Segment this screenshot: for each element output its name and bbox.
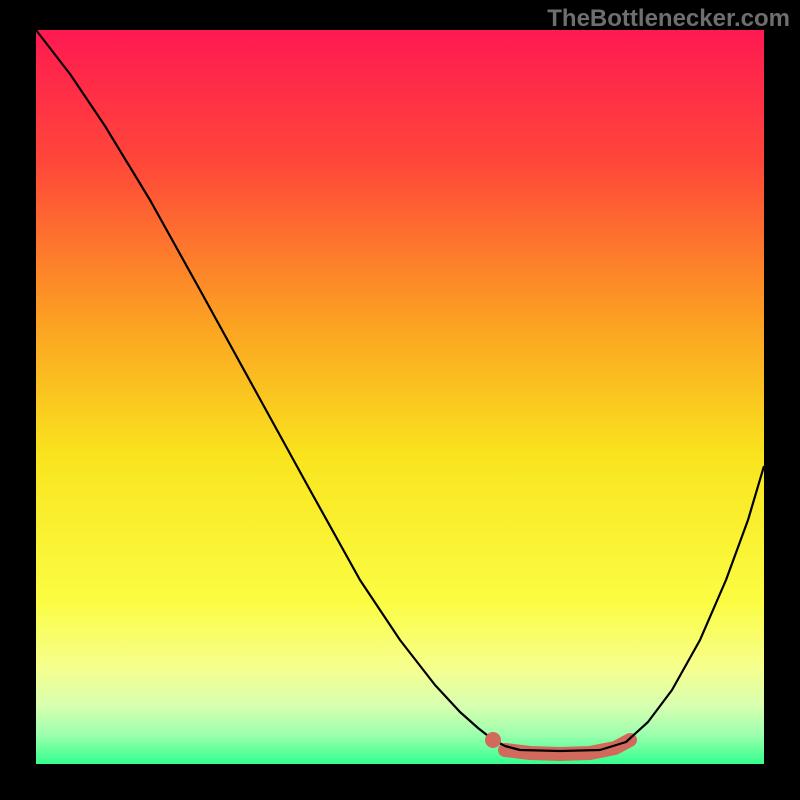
chart-plot-area bbox=[36, 30, 764, 764]
curve-marker bbox=[485, 732, 501, 748]
attribution-label: TheBottlenecker.com bbox=[547, 5, 790, 33]
chart-container: TheBottlenecker.com bbox=[0, 0, 800, 800]
